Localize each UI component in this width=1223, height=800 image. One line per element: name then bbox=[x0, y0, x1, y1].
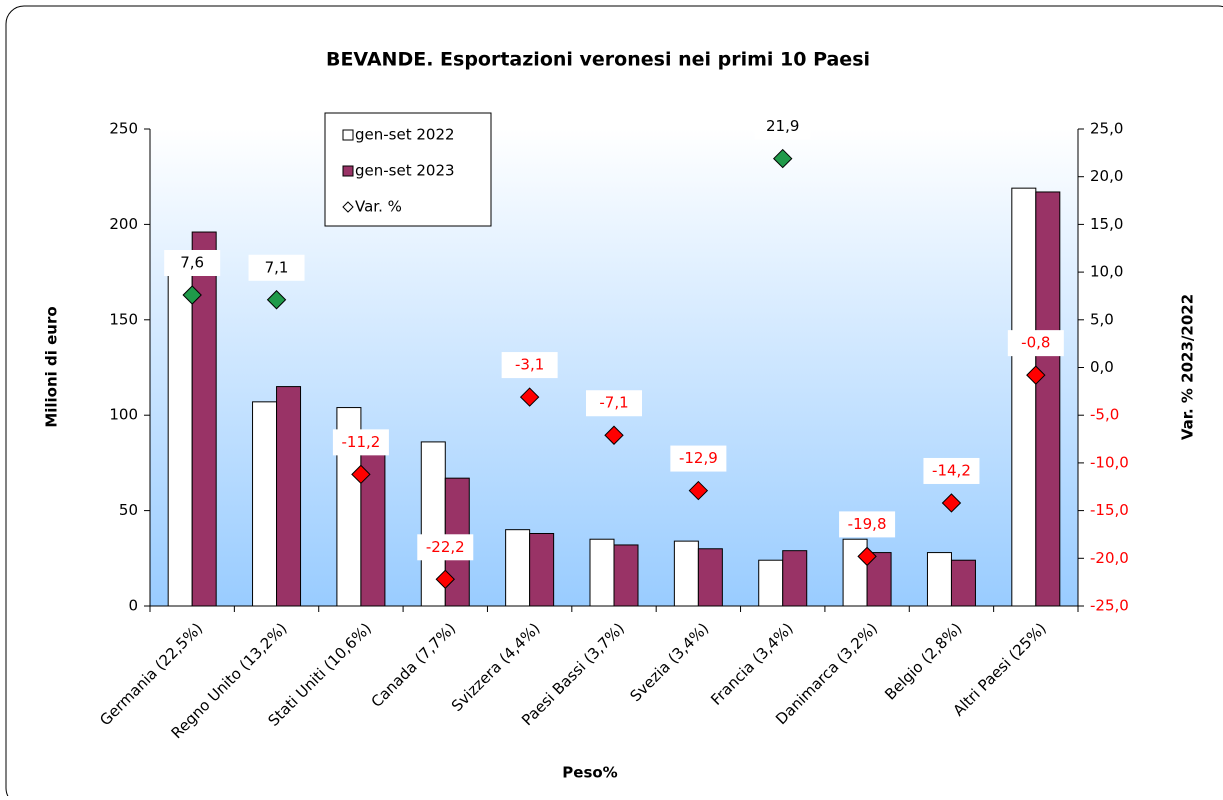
data-label-bg bbox=[670, 445, 727, 472]
data-label-bg bbox=[501, 352, 558, 379]
marker bbox=[688, 480, 709, 501]
y2-tick-label: -25,0 bbox=[1090, 597, 1129, 615]
data-label: -0,8 bbox=[1021, 334, 1050, 352]
y2-tick-label: 0,0 bbox=[1090, 358, 1114, 376]
y2-tick-label: 10,0 bbox=[1090, 263, 1123, 281]
data-label-bg bbox=[754, 113, 811, 140]
plot-area bbox=[150, 129, 1078, 606]
data-label-bg bbox=[839, 511, 896, 538]
bar bbox=[505, 529, 531, 607]
legend-label: gen-set 2023 bbox=[355, 162, 455, 180]
bar bbox=[276, 386, 302, 607]
bar bbox=[926, 552, 952, 607]
legend-swatch bbox=[342, 165, 354, 177]
bar bbox=[529, 532, 555, 607]
legend-swatch bbox=[342, 201, 354, 213]
y2-tick-label: -20,0 bbox=[1090, 549, 1129, 567]
y2-axis-title: Var. % 2023/2022 bbox=[1179, 294, 1197, 440]
y2-tick-label: -5,0 bbox=[1090, 406, 1119, 424]
bar bbox=[589, 538, 615, 607]
y-tick-label: 250 bbox=[109, 120, 138, 138]
bar bbox=[1035, 191, 1061, 607]
marker bbox=[857, 546, 877, 567]
bar bbox=[782, 550, 808, 607]
data-label-bg bbox=[332, 429, 389, 456]
data-label-bg bbox=[923, 457, 980, 484]
data-label: 7,6 bbox=[180, 253, 204, 271]
marker bbox=[773, 148, 793, 169]
y-tick-label: 200 bbox=[109, 215, 138, 233]
bar bbox=[360, 429, 386, 607]
bar bbox=[758, 559, 784, 607]
marker bbox=[435, 569, 455, 589]
y2-tick-label: 25,0 bbox=[1090, 120, 1123, 138]
bar bbox=[191, 231, 217, 607]
data-label: -19,8 bbox=[848, 515, 887, 533]
legend-swatch bbox=[342, 129, 354, 141]
legend-label: gen-set 2022 bbox=[355, 126, 455, 144]
data-label: -3,1 bbox=[515, 356, 544, 374]
data-label: -22,2 bbox=[426, 538, 465, 556]
bar bbox=[673, 540, 699, 607]
y-tick-label: 50 bbox=[119, 501, 138, 519]
data-label: -11,2 bbox=[342, 433, 381, 451]
y2-tick-label: -10,0 bbox=[1090, 453, 1129, 471]
chart-title: BEVANDE. Esportazioni veronesi nei primi… bbox=[326, 49, 870, 71]
marker bbox=[519, 387, 540, 407]
data-label: -12,9 bbox=[679, 449, 718, 467]
data-label: 7,1 bbox=[265, 258, 289, 276]
data-label: 21,9 bbox=[766, 117, 799, 135]
y-tick-label: 100 bbox=[109, 406, 138, 424]
y-tick-label: 0 bbox=[128, 597, 138, 615]
y-tick-label: 150 bbox=[109, 310, 138, 328]
data-label-bg bbox=[417, 534, 474, 561]
marker bbox=[351, 464, 371, 485]
data-label-bg bbox=[164, 249, 221, 276]
bar bbox=[167, 258, 193, 607]
data-label-bg bbox=[1007, 330, 1064, 357]
bar bbox=[613, 544, 639, 607]
bar bbox=[950, 559, 976, 607]
y2-tick-label: -15,0 bbox=[1090, 501, 1129, 519]
bar bbox=[1011, 187, 1037, 607]
marker bbox=[182, 285, 202, 305]
marker bbox=[604, 425, 624, 445]
data-label-bg bbox=[586, 390, 642, 417]
marker bbox=[941, 493, 962, 513]
y2-tick-label: 5,0 bbox=[1090, 310, 1114, 328]
data-label: -14,2 bbox=[932, 461, 971, 479]
bar bbox=[697, 548, 723, 607]
y2-tick-label: 20,0 bbox=[1090, 167, 1123, 185]
marker bbox=[266, 290, 287, 310]
y-axis-title: Milioni di euro bbox=[43, 306, 61, 427]
marker bbox=[1026, 365, 1046, 385]
data-label: -7,1 bbox=[599, 394, 628, 412]
data-label-bg bbox=[248, 254, 305, 281]
bar bbox=[252, 401, 278, 607]
y2-tick-label: 15,0 bbox=[1090, 215, 1123, 233]
bar bbox=[842, 538, 868, 607]
x-axis-title: Peso% bbox=[562, 764, 617, 782]
legend-label: Var. % bbox=[355, 198, 402, 216]
